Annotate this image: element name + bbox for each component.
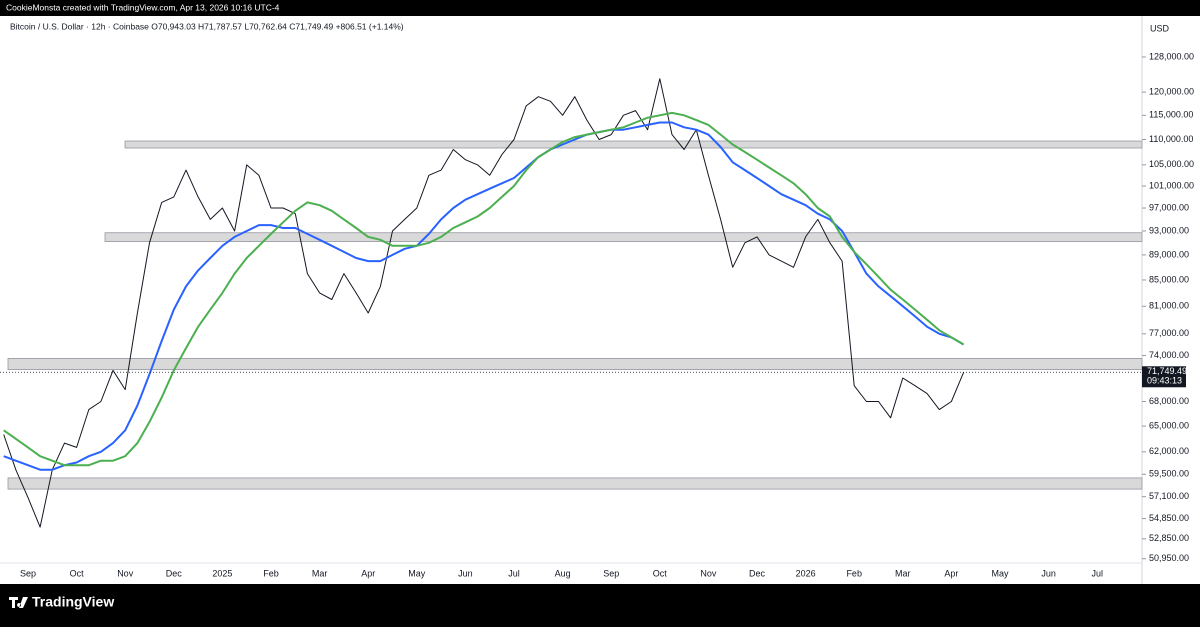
price-line [3,78,965,528]
x-tick-label: Aug [555,568,571,578]
x-tick-label: Sep [20,568,36,578]
x-tick-label: Dec [166,568,183,578]
countdown-label: 09:43:13 [1147,376,1182,386]
y-tick-label: 62,000.00 [1149,446,1189,456]
y-tick-label: 77,000.00 [1149,328,1189,338]
x-tick-label: Oct [653,568,668,578]
y-tick-label: 89,000.00 [1149,249,1189,259]
brand-name: TradingView [32,594,114,610]
x-tick-label: Feb [846,568,862,578]
y-tick-label: 115,000.00 [1149,110,1193,120]
x-tick-label: May [408,568,426,578]
y-tick-label: 50,950.00 [1149,553,1189,563]
support-zone [7,358,1143,371]
axis-unit: USD [1150,23,1170,33]
y-tick-label: 81,000.00 [1149,301,1189,311]
x-tick-label: Jun [458,568,473,578]
y-tick-label: 93,000.00 [1149,225,1189,235]
x-tick-label: May [991,568,1009,578]
y-tick-label: 120,000.00 [1149,87,1194,97]
y-tick-label: 105,000.00 [1149,159,1194,169]
header-bar [0,0,1200,16]
x-tick-label: Feb [263,568,279,578]
x-tick-label: Sep [603,568,619,578]
y-tick-label: 65,000.00 [1149,420,1189,430]
x-tick-label: Jun [1041,568,1056,578]
y-tick-label: 52,850.00 [1149,533,1189,543]
y-tick-label: 85,000.00 [1149,274,1189,284]
x-tick-label: 2026 [796,568,816,578]
y-tick-label: 101,000.00 [1149,180,1194,190]
header-text: CookieMonsta created with TradingView.co… [6,2,280,12]
chart-area [0,16,1200,584]
legend-text: Bitcoin / U.S. Dollar · 12h · Coinbase O… [10,21,404,31]
x-tick-label: Apr [944,568,958,578]
y-tick-label: 59,500.00 [1149,469,1189,479]
support-zone [7,477,1143,490]
brand-logo [9,597,28,608]
x-tick-label: Jul [1091,568,1103,578]
y-tick-label: 57,100.00 [1149,491,1189,501]
last-price-label: 71,749.49 [1147,366,1187,376]
x-tick-label: Nov [700,568,717,578]
support-zone [124,140,1143,149]
x-tick-label: Mar [895,568,911,578]
x-tick-label: Apr [361,568,375,578]
x-tick-label: Oct [70,568,85,578]
moving-average [3,111,965,467]
x-tick-label: Nov [117,568,134,578]
x-tick-label: 2025 [212,568,232,578]
y-tick-label: 74,000.00 [1149,350,1189,360]
support-zone [104,232,1143,243]
y-tick-label: 54,850.00 [1149,513,1189,523]
y-tick-label: 97,000.00 [1149,202,1189,212]
x-tick-label: Dec [749,568,766,578]
x-tick-label: Jul [508,568,520,578]
y-tick-label: 128,000.00 [1149,51,1194,61]
moving-average [3,121,965,471]
x-tick-label: Mar [312,568,328,578]
y-tick-label: 68,000.00 [1149,396,1189,406]
y-tick-label: 110,000.00 [1149,134,1193,144]
last-price-box [1142,366,1186,388]
